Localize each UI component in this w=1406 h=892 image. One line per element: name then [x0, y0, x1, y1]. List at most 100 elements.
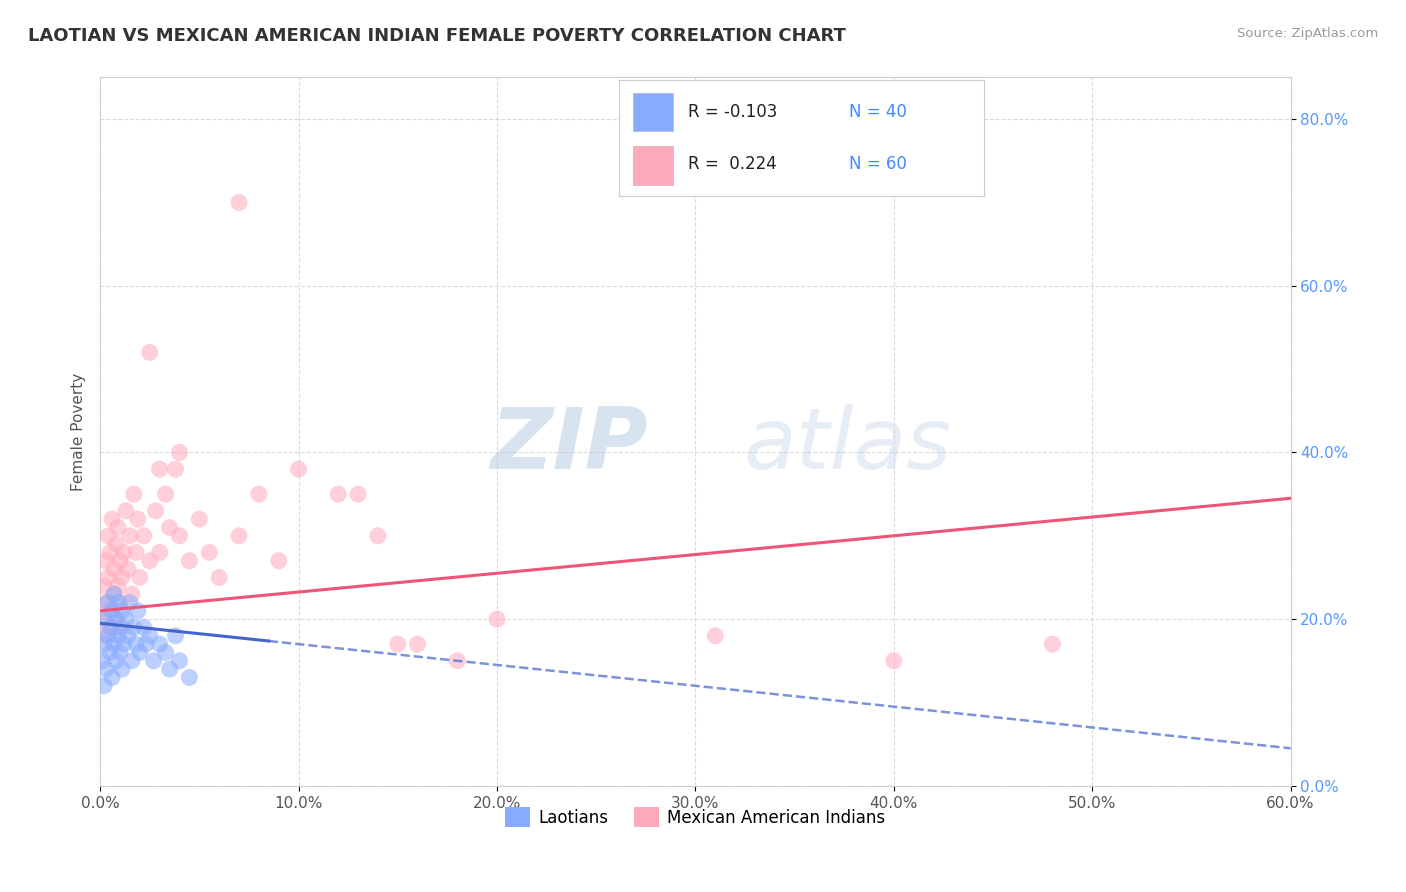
Point [208, 570, 231, 584]
Point [111, 662, 134, 676]
Point [135, 637, 157, 651]
Point [121, 654, 143, 668]
Point [128, 570, 150, 584]
Point [117, 562, 139, 576]
Point [132, 620, 155, 634]
Point [347, 487, 370, 501]
Point [169, 529, 191, 543]
Point [107, 579, 129, 593]
Point [118, 529, 141, 543]
Point [98, 645, 121, 659]
Point [145, 504, 167, 518]
Y-axis label: Female Poverty: Female Poverty [72, 373, 86, 491]
Point [169, 654, 191, 668]
Point [93, 629, 115, 643]
Point [122, 487, 145, 501]
Point [103, 562, 125, 576]
Point [107, 629, 129, 643]
Point [112, 637, 135, 651]
Point [93, 637, 115, 651]
Point [112, 545, 135, 559]
Point [108, 620, 131, 634]
Point [132, 529, 155, 543]
Point [406, 637, 429, 651]
Point [165, 462, 187, 476]
Point [93, 579, 115, 593]
Point [94, 612, 117, 626]
Point [111, 604, 134, 618]
Text: LAOTIAN VS MEXICAN AMERICAN INDIAN FEMALE POVERTY CORRELATION CHART: LAOTIAN VS MEXICAN AMERICAN INDIAN FEMAL… [28, 27, 846, 45]
Point [101, 604, 124, 618]
Point [149, 545, 172, 559]
FancyBboxPatch shape [633, 146, 673, 185]
Point [103, 637, 125, 651]
Point [228, 195, 250, 210]
Point [101, 512, 124, 526]
Point [101, 620, 124, 634]
Point [155, 487, 177, 501]
Point [228, 529, 250, 543]
Point [101, 670, 124, 684]
Point [105, 537, 128, 551]
Point [485, 612, 508, 626]
Point [149, 462, 172, 476]
Point [138, 629, 160, 643]
Text: Source: ZipAtlas.com: Source: ZipAtlas.com [1237, 27, 1378, 40]
Point [97, 629, 120, 643]
Point [91, 654, 114, 668]
Point [115, 612, 138, 626]
Text: ZIP: ZIP [491, 404, 648, 487]
Text: R = -0.103: R = -0.103 [688, 103, 778, 121]
Point [446, 654, 468, 668]
Point [198, 545, 221, 559]
Point [142, 654, 165, 668]
Point [103, 587, 125, 601]
Point [93, 679, 115, 693]
Point [105, 654, 128, 668]
Point [94, 662, 117, 676]
Point [105, 612, 128, 626]
Point [883, 654, 905, 668]
Text: N = 60: N = 60 [849, 155, 907, 173]
Point [107, 520, 129, 534]
Point [159, 520, 181, 534]
Point [155, 645, 177, 659]
Point [127, 604, 149, 618]
Point [138, 554, 160, 568]
Point [98, 545, 121, 559]
Point [188, 512, 211, 526]
Point [149, 637, 172, 651]
Point [328, 487, 350, 501]
Point [247, 487, 270, 501]
Point [108, 645, 131, 659]
Point [94, 595, 117, 609]
Point [98, 604, 121, 618]
Point [179, 670, 201, 684]
Point [97, 570, 120, 584]
Point [169, 445, 191, 459]
FancyBboxPatch shape [633, 93, 673, 131]
Point [107, 595, 129, 609]
Point [179, 554, 201, 568]
Point [105, 612, 128, 626]
Point [108, 595, 131, 609]
Point [122, 620, 145, 634]
Point [127, 512, 149, 526]
Point [159, 662, 181, 676]
Point [121, 587, 143, 601]
Point [98, 620, 121, 634]
Point [367, 529, 389, 543]
Point [108, 554, 131, 568]
Point [165, 629, 187, 643]
Point [138, 345, 160, 359]
Legend: Laotians, Mexican American Indians: Laotians, Mexican American Indians [499, 800, 891, 834]
Point [704, 629, 727, 643]
Text: N = 40: N = 40 [849, 103, 907, 121]
Point [287, 462, 309, 476]
Point [387, 637, 409, 651]
Point [267, 554, 290, 568]
Point [125, 637, 148, 651]
Point [94, 554, 117, 568]
Point [97, 595, 120, 609]
Point [103, 587, 125, 601]
